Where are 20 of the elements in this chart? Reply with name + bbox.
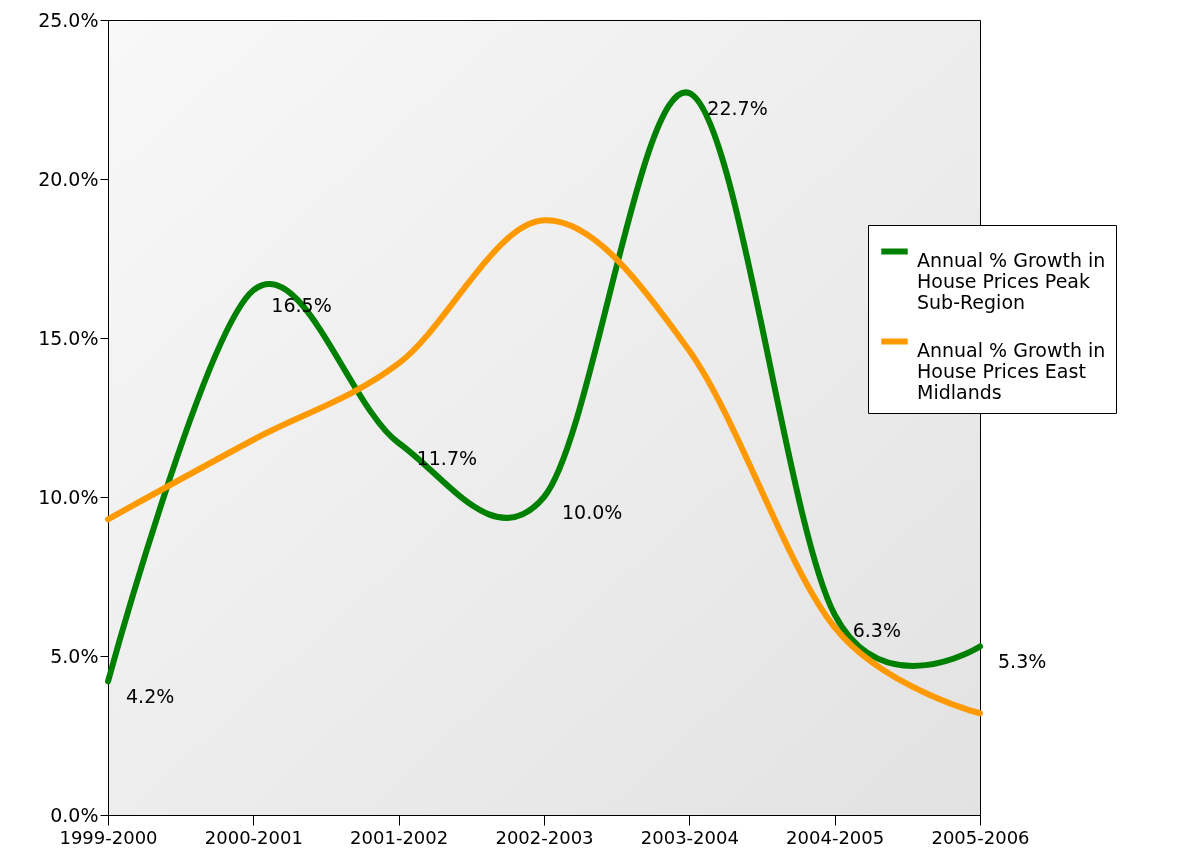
legend-label: Annual % Growth in House Prices Peak Sub-Region (917, 248, 1106, 313)
x-tick-label: 2001-2002 (350, 826, 449, 848)
x-tick-label: 2003-2004 (640, 826, 739, 848)
x-tick-label: 2002-2003 (495, 826, 594, 848)
legend-label: Annual % Growth in House Prices East Midlands (917, 338, 1106, 403)
data-label: 4.2% (126, 685, 175, 708)
y-tick-label: 15.0% (38, 326, 99, 349)
data-label: 6.3% (852, 618, 901, 641)
x-tick-label: 1999-2000 (59, 826, 158, 848)
y-tick-label: 10.0% (38, 485, 99, 508)
y-tick-label: 20.0% (38, 167, 99, 190)
x-tick-label: 2005-2006 (931, 826, 1030, 848)
data-label: 22.7% (707, 97, 768, 120)
y-tick-label: 0.0% (50, 803, 99, 826)
y-tick-label: 25.0% (38, 8, 99, 31)
x-tick-label: 2004-2005 (786, 826, 885, 848)
data-label: 5.3% (998, 650, 1047, 673)
data-label: 10.0% (562, 501, 623, 523)
y-tick-label: 5.0% (50, 644, 99, 667)
x-tick-label: 2000-2001 (204, 826, 303, 848)
